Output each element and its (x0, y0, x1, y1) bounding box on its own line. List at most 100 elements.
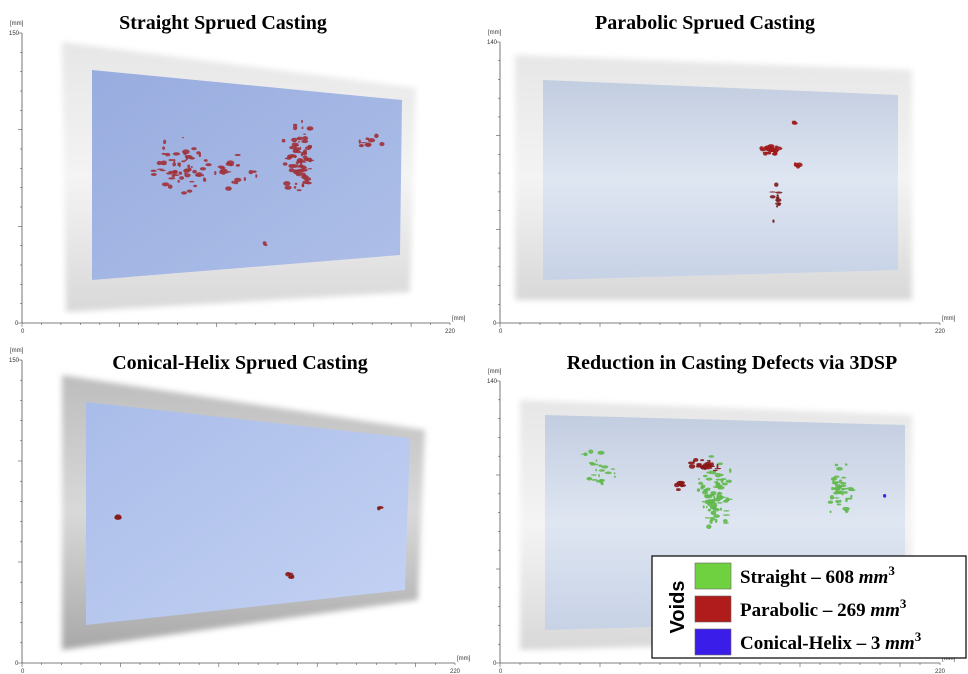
void (166, 172, 172, 174)
void (293, 145, 299, 146)
legend-unit: mm (885, 633, 915, 654)
void (302, 184, 304, 187)
y-top-label: 150 (9, 358, 20, 364)
void (723, 500, 729, 502)
void (847, 498, 853, 500)
void (703, 466, 707, 469)
void (296, 162, 298, 164)
void (614, 472, 616, 474)
void (834, 497, 840, 498)
void (184, 173, 190, 177)
void (717, 502, 722, 503)
void (231, 181, 235, 184)
void (720, 478, 726, 480)
void (723, 510, 730, 512)
void (709, 520, 712, 524)
panel-title: Conical-Helix Sprued Casting (112, 352, 368, 374)
void (249, 170, 254, 174)
void (302, 136, 308, 140)
void (162, 153, 166, 155)
void (723, 519, 728, 522)
legend-label: Straight – 608 mm3 (740, 563, 895, 588)
void (177, 162, 181, 166)
void (293, 149, 298, 151)
void (293, 151, 295, 152)
void (706, 478, 713, 481)
void (720, 474, 724, 476)
x-end-label: 220 (450, 669, 461, 674)
void (292, 164, 297, 168)
void (676, 488, 681, 491)
panel-title: Parabolic Sprued Casting (595, 12, 815, 34)
y-unit: [mm] (488, 369, 502, 375)
void (598, 474, 600, 477)
void (835, 464, 839, 467)
void (264, 244, 266, 246)
void (301, 168, 308, 172)
y-origin-label: 0 (493, 321, 497, 327)
x-origin-label: 0 (499, 669, 503, 674)
y-origin-label: 0 (493, 661, 497, 667)
x-unit: [mm] (452, 316, 466, 322)
void (597, 451, 604, 455)
void (722, 483, 728, 486)
void (726, 480, 732, 483)
legend-label-text: Straight – 608 (740, 567, 859, 588)
void (836, 467, 843, 471)
void (763, 152, 768, 155)
void (191, 147, 197, 150)
x-origin-label: 0 (499, 329, 503, 335)
legend-title: Voids (667, 581, 689, 634)
void (850, 495, 852, 498)
legend-label-text: Parabolic – 269 (740, 600, 870, 621)
figure: [mm]15000220[mm]Straight Sprued Casting[… (0, 0, 968, 674)
void (596, 459, 598, 461)
void (151, 173, 157, 176)
y-top-label: 140 (487, 379, 498, 385)
void (300, 167, 307, 169)
void (838, 486, 841, 490)
void (777, 194, 779, 198)
void (713, 514, 720, 518)
void (589, 462, 594, 465)
void (157, 169, 165, 170)
legend-exponent: 3 (915, 629, 922, 644)
void (794, 163, 798, 167)
void (770, 147, 774, 151)
legend-label: Conical-Helix – 3 mm3 (740, 629, 922, 654)
y-unit: [mm] (10, 348, 24, 354)
casting-core (543, 80, 898, 280)
void (183, 152, 186, 155)
void (236, 164, 240, 167)
void (293, 155, 297, 157)
void (832, 478, 834, 482)
void (205, 163, 211, 166)
void (697, 488, 700, 492)
void (283, 162, 288, 165)
void (298, 141, 300, 143)
void (884, 494, 887, 498)
void (187, 189, 193, 192)
void (244, 177, 246, 181)
void (828, 500, 833, 503)
void (702, 501, 705, 503)
void (704, 494, 710, 498)
void (708, 455, 714, 458)
void (297, 137, 303, 141)
void (707, 517, 711, 518)
void (181, 191, 187, 194)
x-unit: [mm] (942, 316, 956, 322)
void (359, 144, 364, 147)
legend-unit: mm (859, 567, 889, 588)
void (308, 145, 312, 148)
void (710, 505, 715, 510)
void (698, 482, 703, 485)
void (698, 478, 700, 480)
legend: VoidsStraight – 608 mm3Parabolic – 269 m… (652, 556, 966, 658)
void (179, 176, 184, 180)
void (234, 178, 241, 182)
void (704, 462, 711, 466)
legend-swatch (695, 629, 731, 655)
void (377, 506, 384, 509)
void (214, 171, 216, 175)
